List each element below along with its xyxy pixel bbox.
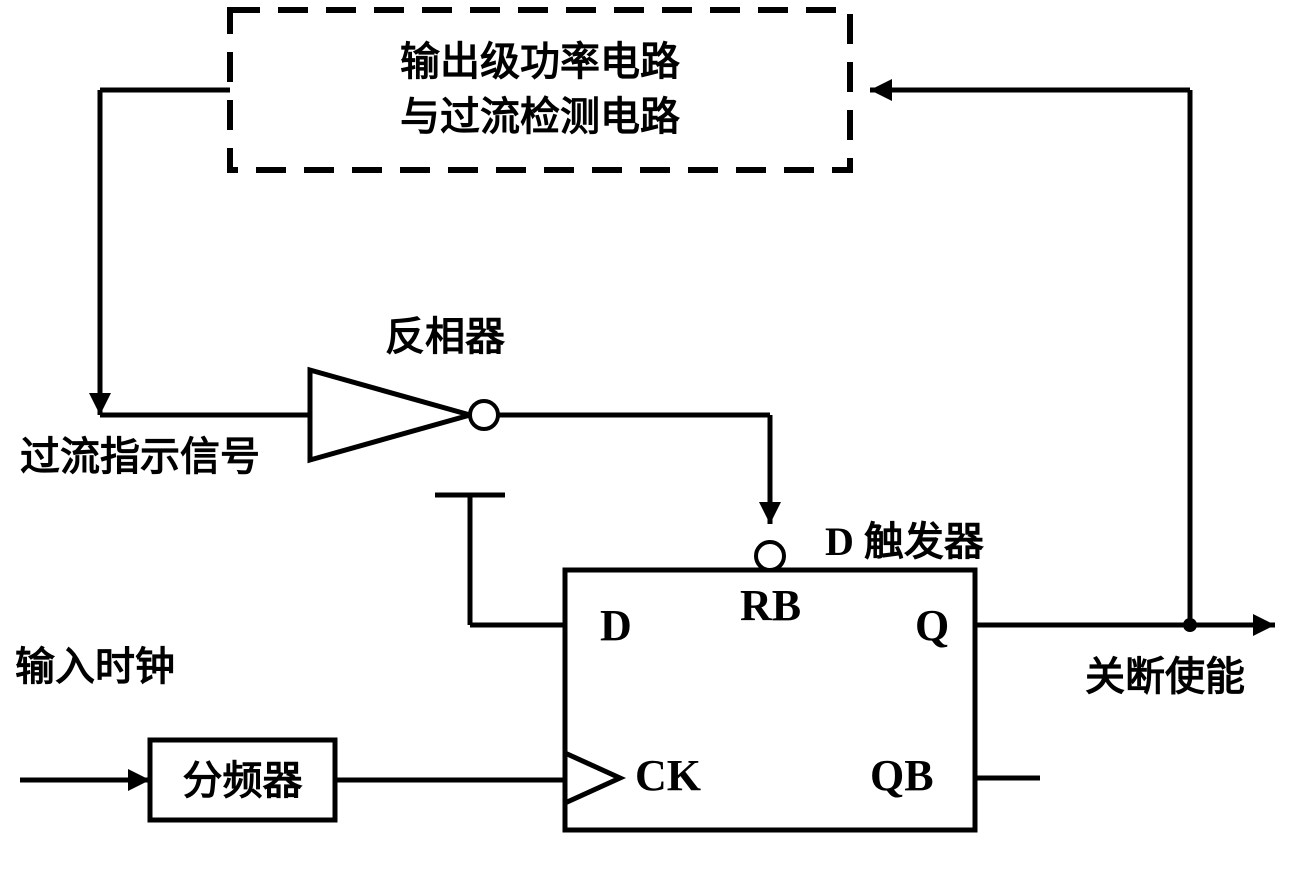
dff-pin-q: Q [915,601,949,650]
dff-pin-rb: RB [740,581,801,630]
label-shutdown-enable: 关断使能 [1085,654,1245,699]
divider-label: 分频器 [183,758,304,803]
junction-dot [1183,618,1197,632]
dff-pin-qb: QB [870,751,934,800]
label-input-clock: 输入时钟 [15,644,175,689]
dff-pin-ck: CK [635,751,701,800]
inverter-label: 反相器 [385,314,506,359]
output-stage-label2: 与过流检测电路 [400,94,681,139]
label-overcurrent-signal: 过流指示信号 [20,434,260,479]
circuit-diagram: 输出级功率电路与过流检测电路反相器 D 触发器 D RB Q CK QB 分频器 过流指示信号输… [0,0,1303,876]
dff-title: D 触发器 [825,519,985,564]
dff-pin-d: D [600,601,632,650]
output-stage-label1: 输出级功率电路 [400,39,681,84]
